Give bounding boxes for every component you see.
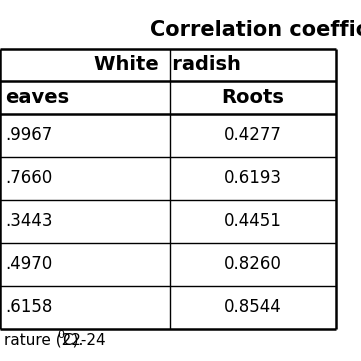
Text: 0.4451: 0.4451	[224, 212, 282, 230]
Text: 0.8544: 0.8544	[224, 298, 282, 316]
Text: White  radish: White radish	[95, 56, 241, 74]
Text: 0.4277: 0.4277	[224, 126, 282, 144]
Text: .7660: .7660	[5, 169, 53, 187]
Text: Roots: Roots	[221, 88, 284, 107]
Text: .4970: .4970	[5, 255, 53, 273]
Text: Correlation coeffic: Correlation coeffic	[150, 20, 361, 40]
Text: 0: 0	[58, 330, 65, 340]
Text: .3443: .3443	[5, 212, 53, 230]
Text: .9967: .9967	[5, 126, 53, 144]
Text: eaves: eaves	[5, 88, 70, 107]
Text: .6158: .6158	[5, 298, 53, 316]
Text: C).: C).	[62, 333, 83, 348]
Text: 0.6193: 0.6193	[224, 169, 282, 187]
Text: 0.8260: 0.8260	[224, 255, 282, 273]
Text: rature (22-24: rature (22-24	[4, 333, 105, 348]
